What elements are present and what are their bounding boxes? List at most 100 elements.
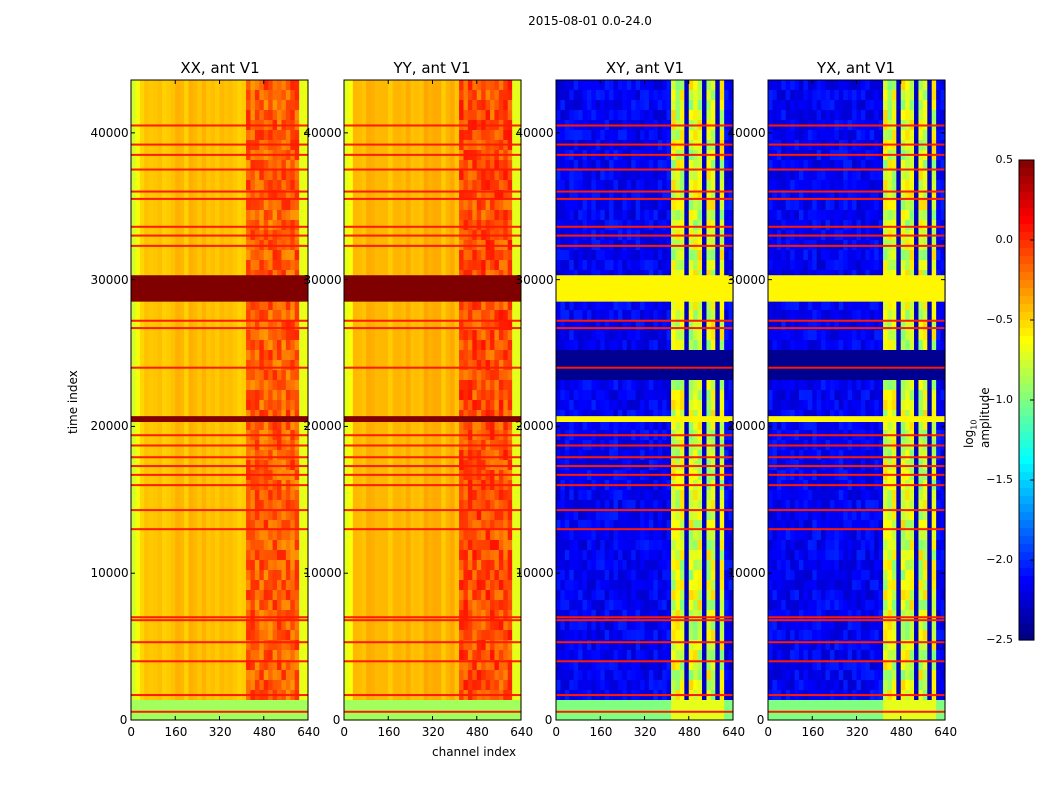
heatmap-cell <box>285 330 291 341</box>
heatmap-cell <box>401 630 407 641</box>
heatmap-cell <box>445 110 451 121</box>
heatmap-cell <box>352 510 358 521</box>
heatmap-cell <box>352 450 358 461</box>
heatmap-cell <box>299 680 305 691</box>
heatmap-cell <box>285 590 291 601</box>
heatmap-cell <box>250 360 256 371</box>
heatmap-cell <box>463 360 469 371</box>
heatmap-cell <box>419 510 425 521</box>
heatmap-cell <box>507 500 513 511</box>
heatmap-cell <box>299 360 305 371</box>
heatmap-cell <box>272 260 278 271</box>
heatmap-cell <box>379 160 385 171</box>
heatmap-cell <box>170 350 176 361</box>
heatmap-cell <box>348 550 354 561</box>
heatmap-cell <box>179 330 185 341</box>
heatmap-cell <box>197 370 203 381</box>
heatmap-cell <box>476 320 482 331</box>
heatmap-cell <box>503 320 509 331</box>
heatmap-cell <box>383 650 389 661</box>
heatmap-cell <box>223 710 229 721</box>
heatmap-cell <box>170 530 176 541</box>
heatmap-cell <box>459 370 465 381</box>
heatmap-cell <box>490 620 496 631</box>
heatmap-cell <box>161 170 167 181</box>
heatmap-cell <box>494 600 500 611</box>
heatmap-cell <box>410 100 416 111</box>
heatmap-cell <box>414 350 420 361</box>
heatmap-cell <box>254 680 260 691</box>
heatmap-cell <box>498 260 504 271</box>
heatmap-cell <box>481 530 487 541</box>
heatmap-cell <box>450 180 456 191</box>
heatmap-cell <box>432 520 438 531</box>
heatmap-cell <box>192 450 198 461</box>
heatmap-cell <box>352 320 358 331</box>
heatmap-cell <box>184 580 190 591</box>
heatmap-cell <box>241 520 247 531</box>
heatmap-cell <box>250 260 256 271</box>
heatmap-cell <box>148 320 154 331</box>
heatmap-cell <box>401 300 407 311</box>
heatmap-cell <box>454 350 460 361</box>
heatmap-cell <box>206 650 212 661</box>
heatmap-cell <box>348 650 354 661</box>
heatmap-cell <box>148 410 154 421</box>
heatmap-cell <box>228 220 234 231</box>
heatmap-cell <box>192 320 198 331</box>
heatmap-cell <box>476 210 482 221</box>
heatmap-cell <box>206 110 212 121</box>
heatmap-cell <box>441 640 447 651</box>
heatmap-cell <box>494 300 500 311</box>
heatmap-cell <box>170 100 176 111</box>
heatmap-cell <box>281 410 287 421</box>
heatmap-cell <box>228 530 234 541</box>
heatmap-cell <box>219 80 225 91</box>
heatmap-cell <box>272 700 278 711</box>
heatmap-cell <box>153 300 159 311</box>
heatmap-cell <box>232 350 238 361</box>
heatmap-cell <box>232 420 238 431</box>
heatmap-cell <box>370 130 376 141</box>
heatmap-cell <box>148 700 154 711</box>
heatmap-cell <box>153 220 159 231</box>
heatmap-cell <box>277 570 283 581</box>
heatmap-cell <box>215 660 221 671</box>
heatmap-cell <box>272 300 278 311</box>
heatmap-cell <box>166 590 172 601</box>
heatmap-cell <box>507 600 513 611</box>
heatmap-cell <box>481 450 487 461</box>
heatmap-cell <box>379 640 385 651</box>
heatmap-cell <box>348 560 354 571</box>
heatmap-cell <box>463 410 469 421</box>
heatmap-cell <box>201 130 207 141</box>
heatmap-cell <box>281 100 287 111</box>
heatmap-cell <box>170 200 176 211</box>
heatmap-cell <box>241 390 247 401</box>
heatmap-cell <box>494 610 500 621</box>
heatmap-cell <box>494 100 500 111</box>
heatmap-cell <box>285 550 291 561</box>
heatmap-cell <box>370 110 376 121</box>
heatmap-cell <box>161 530 167 541</box>
heatmap-cell <box>401 620 407 631</box>
heatmap-cell <box>223 590 229 601</box>
heatmap-cell <box>161 340 167 351</box>
heatmap-cell <box>232 590 238 601</box>
heatmap-cell <box>215 420 221 431</box>
heatmap-cell <box>161 220 167 231</box>
heatmap-cell <box>210 180 216 191</box>
heatmap-cell <box>246 80 252 91</box>
heatmap-cell <box>428 580 434 591</box>
heatmap-cell <box>272 680 278 691</box>
heatmap-cell <box>383 500 389 511</box>
heatmap-cell <box>210 550 216 561</box>
heatmap-cell <box>263 580 269 591</box>
heatmap-cell <box>503 340 509 351</box>
heatmap-cell <box>432 390 438 401</box>
heatmap-cell <box>348 350 354 361</box>
heatmap-cell <box>405 650 411 661</box>
heatmap-cell <box>507 380 513 391</box>
heatmap-cell <box>232 220 238 231</box>
heatmap-cell <box>410 660 416 671</box>
